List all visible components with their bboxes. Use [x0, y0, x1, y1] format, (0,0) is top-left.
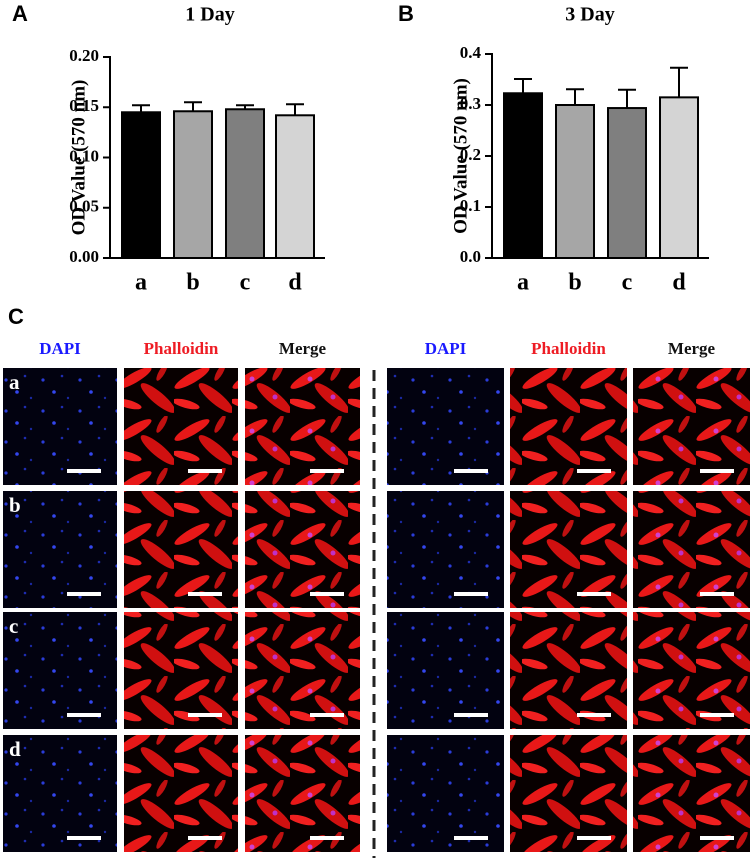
panel-label: B: [398, 1, 414, 26]
column-header: DAPI: [425, 339, 467, 358]
micrograph: [387, 368, 504, 485]
column-header: Phalloidin: [144, 339, 219, 358]
row-label: d: [9, 737, 21, 761]
y-tick-label: 0.4: [460, 43, 482, 62]
y-tick-label: 0.15: [69, 96, 99, 115]
micrograph: [510, 491, 627, 608]
micrograph: [124, 368, 238, 485]
bar: [503, 92, 543, 259]
bar: [659, 96, 699, 259]
x-tick-label: c: [240, 270, 251, 296]
x-tick-label: d: [288, 270, 302, 296]
bar: [121, 111, 161, 260]
micrograph: [633, 491, 750, 608]
column-header: Phalloidin: [531, 339, 606, 358]
bar: [607, 107, 647, 259]
micrograph: [387, 612, 504, 729]
x-tick-label: b: [186, 270, 199, 296]
micrograph: [633, 368, 750, 485]
x-tick-label: a: [135, 270, 147, 296]
column-header: Merge: [279, 339, 327, 358]
panel-label: C: [8, 304, 24, 329]
micrograph: [124, 735, 238, 852]
micrograph: [387, 491, 504, 608]
micrograph: [124, 612, 238, 729]
micrograph: [510, 368, 627, 485]
micrograph: [3, 612, 117, 729]
x-tick-label: a: [517, 270, 529, 296]
row-label: b: [9, 493, 21, 517]
y-axis-label: OD Value (570 nm): [68, 80, 89, 236]
micrograph: [3, 491, 117, 608]
micrograph: [633, 735, 750, 852]
y-tick-label: 0.1: [460, 196, 481, 215]
x-tick-label: c: [622, 270, 633, 296]
micrograph: [3, 368, 117, 485]
chart-title: 1 Day: [185, 4, 234, 26]
y-tick-label: 0.00: [69, 247, 99, 266]
bar: [275, 114, 315, 260]
bar: [555, 104, 595, 259]
micrograph: [387, 735, 504, 852]
x-tick-label: b: [568, 270, 581, 296]
row-label: c: [9, 614, 18, 638]
y-tick-label: 0.05: [69, 197, 99, 216]
charts: A 1 Day OD Value (570 nm) 0.00 0.05 0.10 0.15 0…: [12, 1, 709, 296]
micrograph: [245, 368, 360, 485]
micrograph: [245, 491, 360, 608]
y-tick-label: 0.0: [460, 247, 481, 266]
micrograph: [124, 491, 238, 608]
micrograph: [510, 735, 627, 852]
panel-label: A: [12, 1, 28, 26]
column-header: DAPI: [39, 339, 81, 358]
micrograph: [510, 612, 627, 729]
micrograph: [245, 612, 360, 729]
y-tick-label: 0.10: [69, 146, 99, 165]
y-axis-label: OD Value (570 nm): [450, 78, 471, 234]
micrograph: [245, 735, 360, 852]
y-tick-label: 0.2: [460, 145, 481, 164]
x-tick-label: d: [672, 270, 686, 296]
chart-title: 3 Day: [565, 4, 614, 26]
column-header: Merge: [668, 339, 716, 358]
y-tick-label: 0.20: [69, 46, 99, 65]
bar: [173, 110, 213, 259]
y-tick-label: 0.3: [460, 94, 481, 113]
micrograph: [633, 612, 750, 729]
micrograph: [3, 735, 117, 852]
bar: [225, 108, 265, 260]
row-label: a: [9, 370, 20, 394]
panel-c: C DAPI Phalloidin Merge DAPI Phalloidin Merge a…: [3, 304, 750, 852]
